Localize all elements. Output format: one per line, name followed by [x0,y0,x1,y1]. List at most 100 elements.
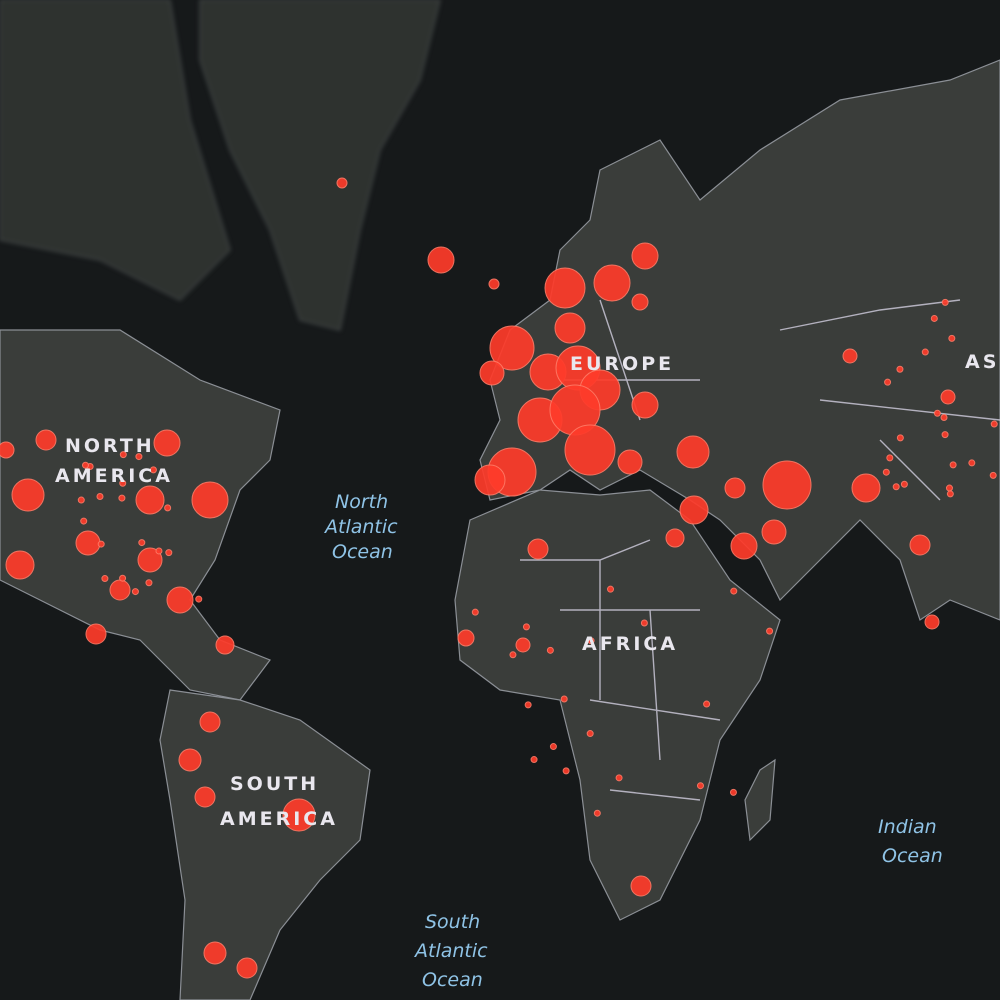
case-marker[interactable] [731,533,757,559]
case-marker[interactable] [725,478,745,498]
case-marker[interactable] [565,425,615,475]
case-marker-small[interactable] [616,775,622,781]
case-marker-small[interactable] [98,541,104,547]
case-marker-small[interactable] [893,484,899,490]
case-marker[interactable] [762,520,786,544]
case-marker[interactable] [680,496,708,524]
case-marker-small[interactable] [767,628,773,634]
case-marker-small[interactable] [949,335,955,341]
case-marker-small[interactable] [991,421,997,427]
case-marker-small[interactable] [697,783,703,789]
case-marker-small[interactable] [78,497,84,503]
case-marker[interactable] [631,876,651,896]
case-marker[interactable] [167,587,193,613]
case-marker-small[interactable] [472,609,478,615]
case-marker[interactable] [545,268,585,308]
case-marker[interactable] [154,430,180,456]
case-marker[interactable] [618,450,642,474]
case-marker-small[interactable] [608,586,614,592]
case-marker-small[interactable] [166,550,172,556]
case-marker[interactable] [632,294,648,310]
case-marker[interactable] [110,580,130,600]
case-marker-small[interactable] [165,505,171,511]
case-marker-small[interactable] [550,744,556,750]
case-marker[interactable] [632,243,658,269]
case-marker-small[interactable] [81,518,87,524]
case-marker-small[interactable] [897,435,903,441]
case-marker[interactable] [763,461,811,509]
case-marker-small[interactable] [119,495,125,501]
case-marker-small[interactable] [883,469,889,475]
case-marker[interactable] [480,361,504,385]
case-marker-small[interactable] [641,620,647,626]
case-marker[interactable] [528,539,548,559]
case-marker[interactable] [941,390,955,404]
case-marker[interactable] [12,479,44,511]
case-marker[interactable] [910,535,930,555]
case-marker[interactable] [36,430,56,450]
case-marker-small[interactable] [942,299,948,305]
case-marker-small[interactable] [887,455,893,461]
case-marker[interactable] [216,636,234,654]
case-marker-small[interactable] [990,472,996,478]
case-marker-small[interactable] [901,481,907,487]
case-marker[interactable] [237,958,257,978]
case-marker[interactable] [76,531,100,555]
case-marker[interactable] [489,279,499,289]
case-marker-small[interactable] [132,589,138,595]
case-marker-small[interactable] [931,315,937,321]
case-marker-small[interactable] [97,494,103,500]
case-marker-small[interactable] [547,647,553,653]
case-marker[interactable] [337,178,347,188]
case-marker-small[interactable] [897,366,903,372]
case-marker[interactable] [852,474,880,502]
case-marker[interactable] [516,638,530,652]
case-marker-small[interactable] [525,702,531,708]
case-marker-small[interactable] [139,540,145,546]
case-marker[interactable] [555,313,585,343]
case-marker[interactable] [200,712,220,732]
case-marker[interactable] [677,436,709,468]
case-marker-small[interactable] [120,575,126,581]
case-marker-small[interactable] [156,548,162,554]
case-marker[interactable] [843,349,857,363]
case-marker[interactable] [86,624,106,644]
case-marker-small[interactable] [947,491,953,497]
case-marker-small[interactable] [922,349,928,355]
case-marker-small[interactable] [102,576,108,582]
case-marker-small[interactable] [196,596,202,602]
case-marker[interactable] [428,247,454,273]
case-marker-small[interactable] [523,624,529,630]
case-marker-small[interactable] [941,415,947,421]
case-marker[interactable] [204,942,226,964]
case-marker[interactable] [632,392,658,418]
case-marker[interactable] [925,615,939,629]
case-marker-small[interactable] [510,652,516,658]
case-marker-small[interactable] [730,789,736,795]
case-marker-small[interactable] [934,410,940,416]
case-marker-small[interactable] [885,379,891,385]
case-marker-small[interactable] [563,768,569,774]
case-marker-small[interactable] [587,731,593,737]
case-marker-small[interactable] [942,432,948,438]
case-marker[interactable] [195,787,215,807]
case-marker-small[interactable] [704,701,710,707]
case-marker[interactable] [594,265,630,301]
case-marker-small[interactable] [594,810,600,816]
case-marker[interactable] [6,551,34,579]
case-marker-small[interactable] [146,580,152,586]
case-marker-small[interactable] [531,757,537,763]
case-marker[interactable] [458,630,474,646]
case-marker[interactable] [666,529,684,547]
case-marker-small[interactable] [561,696,567,702]
case-marker[interactable] [192,482,228,518]
case-marker[interactable] [179,749,201,771]
case-marker-small[interactable] [969,460,975,466]
case-marker-small[interactable] [731,588,737,594]
case-marker-small[interactable] [946,485,952,491]
case-marker[interactable] [475,465,505,495]
case-marker[interactable] [0,442,14,458]
case-marker[interactable] [136,486,164,514]
case-marker-small[interactable] [950,462,956,468]
